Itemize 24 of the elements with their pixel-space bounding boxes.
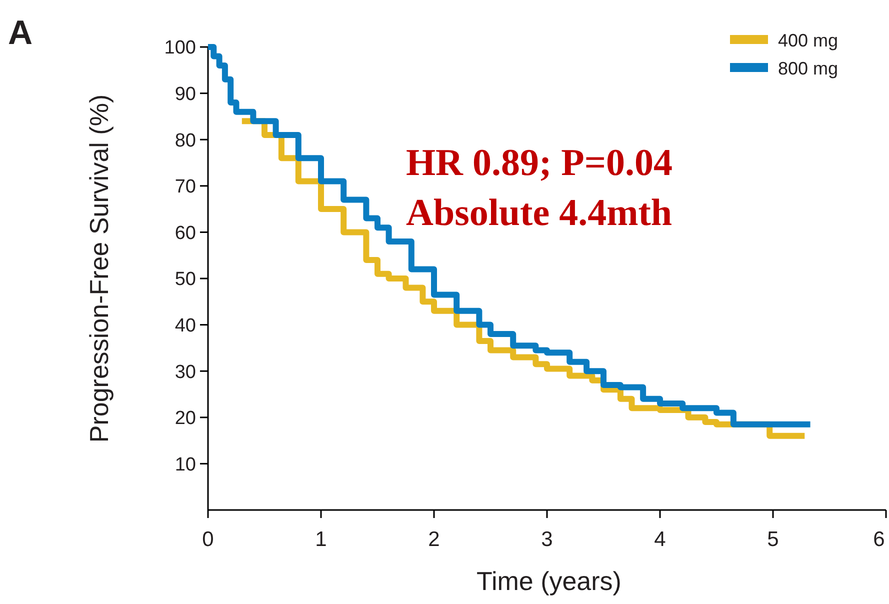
x-tick-label: 3 <box>541 528 553 551</box>
y-tick-label: 60 <box>174 222 196 244</box>
text: A <box>8 14 33 52</box>
y-tick-label: 80 <box>174 130 196 152</box>
x-tick-label: 6 <box>873 528 885 551</box>
y-tick-label: 90 <box>174 84 196 105</box>
x-axis-title: Time (years) <box>476 566 622 596</box>
x-tick-label: 2 <box>428 528 440 551</box>
y-tick-label: 30 <box>174 362 196 383</box>
y-tick-label: 70 <box>174 176 196 198</box>
y-tick-label: 100 <box>164 38 196 59</box>
y-tick-label: 20 <box>174 408 196 430</box>
annotation: HR 0.89; P=0.04 <box>406 142 673 184</box>
annotation: Absolute 4.4mth <box>406 192 672 234</box>
legend-label: 800 mg <box>778 58 838 78</box>
y-tick-label: 10 <box>174 454 196 476</box>
x-tick-label: 1 <box>315 528 327 551</box>
y-tick-label: 40 <box>174 315 196 336</box>
legend-label: 400 mg <box>778 30 838 50</box>
x-tick-label: 5 <box>767 528 779 551</box>
x-tick-label: 4 <box>654 528 666 551</box>
y-axis-title: Progression-Free Survival (%) <box>84 94 114 443</box>
x-tick-label: 0 <box>202 528 214 551</box>
y-tick-label: 50 <box>174 269 196 290</box>
